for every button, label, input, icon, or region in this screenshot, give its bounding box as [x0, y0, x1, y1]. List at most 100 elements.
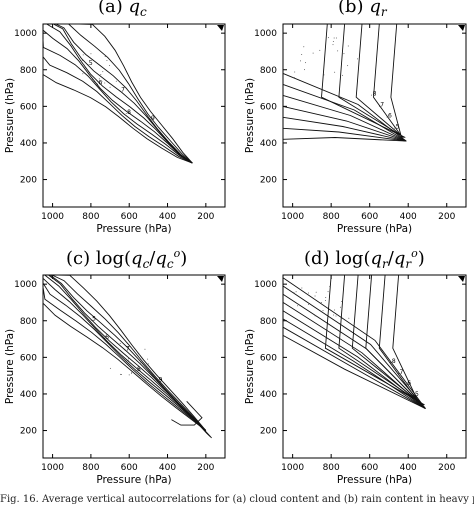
- y-axis-label: Pressure (hPa): [244, 78, 256, 153]
- stipple-dot: [304, 69, 305, 70]
- x-axis-label: Pressure (hPa): [96, 474, 171, 486]
- y-tick-label: 1000: [14, 29, 37, 39]
- stipple-dot: [83, 54, 84, 55]
- x-tick-label: 600: [361, 212, 378, 222]
- stipple-dot: [297, 304, 298, 305]
- contour-line: [283, 319, 426, 409]
- stipple-dot: [328, 37, 329, 38]
- contour-label: .5: [87, 60, 93, 67]
- corner-marker: [217, 25, 224, 31]
- y-axis-label: Pressure (hPa): [4, 329, 16, 404]
- contour-label: .9: [157, 376, 163, 383]
- stipple-dot: [121, 374, 122, 375]
- y-tick-label: 1000: [14, 280, 37, 290]
- stipple-dot: [83, 64, 84, 65]
- stipple-dot: [129, 374, 130, 375]
- contour-line: [43, 290, 206, 430]
- y-tick-label: 1000: [254, 29, 277, 39]
- contour-label: .8: [135, 366, 141, 373]
- stipple-dot: [323, 310, 324, 311]
- stipple-dot: [148, 363, 149, 364]
- y-tick-label: 800: [20, 66, 37, 76]
- stipple-dot: [348, 318, 349, 319]
- stipple-dot: [348, 46, 349, 47]
- contour-line: [283, 327, 426, 408]
- stipple-dot: [131, 372, 132, 373]
- stipple-dot: [334, 310, 335, 311]
- contour-line: [43, 283, 206, 431]
- stipple-dot: [347, 65, 348, 66]
- x-tick-label: 1000: [41, 212, 64, 222]
- stipple-dot: [308, 304, 309, 305]
- stipple-dot: [106, 60, 107, 61]
- contour-label: .5: [90, 316, 96, 323]
- x-tick-label: 200: [197, 212, 214, 222]
- contour-group: .5.6.7.8: [283, 24, 406, 141]
- stipple-dot: [301, 54, 302, 55]
- contour-label: .7: [378, 101, 384, 108]
- panel-b: 1000 800 600 400 200 200 400 600 800 1000 Pressure…: [244, 24, 466, 235]
- stipple-dot: [357, 58, 358, 59]
- y-tick-label: 800: [260, 317, 277, 327]
- y-tick-label: 200: [260, 427, 277, 437]
- stipple-dot: [89, 60, 90, 61]
- x-tick-label: 600: [121, 212, 138, 222]
- contour-label: .8: [125, 109, 131, 116]
- contour-line: [374, 24, 403, 138]
- stipple-dot: [120, 374, 121, 375]
- x-tick-label: 800: [323, 212, 340, 222]
- contour-label: .5: [394, 123, 400, 130]
- x-tick-label: 400: [400, 463, 417, 473]
- stipple-dot: [105, 56, 106, 57]
- stipple-dot: [90, 53, 91, 54]
- x-tick-label: 1000: [281, 463, 304, 473]
- contour-label: .7: [398, 369, 404, 376]
- contour-line: [352, 275, 422, 405]
- stipple-dot: [336, 315, 337, 316]
- y-tick-label: 600: [20, 102, 37, 112]
- stipple-dot: [315, 295, 316, 296]
- x-tick-label: 800: [323, 463, 340, 473]
- stipple-dot: [147, 359, 148, 360]
- stipple-dot: [294, 71, 295, 72]
- stipple-dot: [321, 302, 322, 303]
- panel-a: 1000 800 600 400 2002004006008001000Pressure…: [4, 24, 225, 235]
- x-axis-label: Pressure (hPa): [96, 223, 171, 235]
- stipple-dot: [316, 292, 317, 293]
- x-tick-label: 200: [438, 212, 455, 222]
- y-tick-label: 200: [20, 176, 37, 186]
- contour-line: [322, 24, 406, 138]
- y-tick-label: 600: [20, 353, 37, 363]
- stipple-dot: [110, 87, 111, 88]
- y-tick-label: 600: [260, 102, 277, 112]
- contour-label: .6: [103, 334, 109, 341]
- stipple-dot: [296, 291, 297, 292]
- stipple-dot: [120, 343, 121, 344]
- stipple-dot: [144, 349, 145, 350]
- stipple-dot: [325, 297, 326, 298]
- stipple-dot: [332, 44, 333, 45]
- stipple-dot: [342, 75, 343, 76]
- y-tick-label: 600: [260, 353, 277, 363]
- stipple-dot: [99, 78, 100, 79]
- y-tick-label: 200: [260, 176, 277, 186]
- stipple-dot: [300, 60, 301, 61]
- stipple-dot: [139, 354, 140, 355]
- corner-marker: [217, 276, 224, 282]
- x-tick-label: 400: [400, 212, 417, 222]
- stipple-dot: [341, 301, 342, 302]
- stipple-dot: [333, 315, 334, 316]
- contour-line: [391, 24, 402, 138]
- panel-c: 1000 800 600 400 2002004006008001000Pressure…: [4, 275, 225, 486]
- contour-line: [283, 138, 406, 142]
- contour-group: .5.6.7.8: [283, 275, 426, 409]
- stipple-dot: [128, 358, 129, 359]
- stipple-dot: [116, 81, 117, 82]
- stipple-dot: [147, 367, 148, 368]
- y-tick-label: 400: [260, 390, 277, 400]
- x-tick-label: 800: [82, 212, 99, 222]
- stipple-dot: [82, 73, 83, 74]
- stipple-dot: [104, 82, 105, 83]
- y-axis-label: Pressure (hPa): [244, 329, 256, 404]
- stipple-dot: [334, 38, 335, 39]
